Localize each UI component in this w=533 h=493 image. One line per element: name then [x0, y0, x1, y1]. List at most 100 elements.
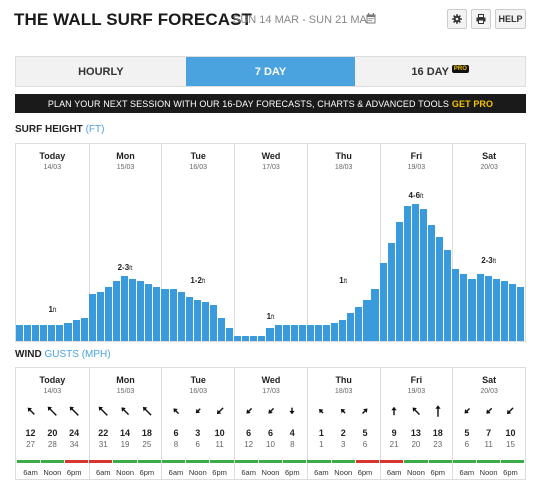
day-column: Fri 19/03 [379, 144, 453, 341]
wind-arrow-icon [246, 407, 252, 414]
tab-7-day[interactable]: 7 DAY [185, 57, 356, 86]
wind-gust: 23 [433, 440, 443, 449]
help-button[interactable]: HELP [495, 9, 526, 29]
wind-arrow-icon [173, 408, 180, 415]
wind-arrow-icon [319, 409, 324, 414]
wind-arrow-icon [142, 406, 152, 416]
day-name: Wed [261, 151, 281, 161]
time-label: 6am [386, 468, 402, 477]
surf-bar [32, 325, 40, 341]
wind-speed: 10 [214, 428, 225, 438]
surf-bar [363, 299, 371, 341]
wind-arrow-icon [121, 407, 130, 416]
day-name: Wed [261, 375, 281, 385]
surf-height-label: 2-3ft [481, 255, 497, 265]
wind-arrow-icon [464, 408, 470, 414]
wind-speed: 6 [246, 428, 252, 438]
surf-bar [24, 325, 32, 341]
surf-height-label: SURF HEIGHT [15, 124, 83, 135]
page-header: THE WALL SURF FORECAST SUN 14 MAR - SUN … [14, 8, 526, 32]
wind-gust: 6 [362, 440, 368, 449]
wind-gust: 10 [266, 440, 275, 449]
day-column: Thu 18/03 [306, 368, 380, 479]
wind-rating-bar [355, 460, 380, 463]
time-label: 6pm [139, 468, 155, 477]
settings-button[interactable] [447, 9, 467, 29]
day-name: Tue [190, 151, 206, 161]
wind-gust: 15 [506, 440, 515, 449]
tab-16-day[interactable]: 16 DAY PRO [355, 57, 525, 86]
wind-speed: 20 [47, 428, 58, 438]
wind-speed: 10 [505, 428, 516, 438]
get-pro-link[interactable]: GET PRO [451, 98, 494, 109]
time-label: 6am [23, 468, 38, 477]
day-column: Today 14/03 [16, 144, 89, 341]
surf-height-unit: (FT) [85, 124, 105, 135]
tab-7-day-label: 7 DAY [254, 65, 287, 78]
wind-speed: 18 [432, 428, 443, 438]
day-name: Mon [116, 151, 135, 161]
surf-bar [266, 328, 274, 341]
wind-gust: 21 [389, 440, 399, 449]
wind-gust: 25 [142, 440, 152, 449]
day-name: Today [39, 375, 66, 385]
wind-rating-bar [16, 460, 40, 463]
surf-height-heading: SURF HEIGHT (FT) [15, 124, 104, 135]
page-title: THE WALL SURF FORECAST [14, 10, 252, 29]
promo-banner[interactable]: PLAN YOUR NEXT SESSION WITH OUR 16-DAY F… [15, 94, 526, 113]
wind-rating-bar [64, 460, 89, 463]
wind-gust: 34 [69, 440, 79, 449]
time-label: Noon [188, 468, 207, 477]
time-label: Noon [261, 468, 280, 477]
wind-gust: 11 [484, 440, 493, 449]
surf-bar [331, 322, 339, 341]
day-column: Mon 15/03 [88, 368, 162, 479]
day-column: Thu 18/03 [306, 144, 380, 341]
tab-hourly[interactable]: HOURLY [16, 57, 186, 86]
surf-bar [72, 320, 80, 341]
wind-arrow-icon [48, 406, 58, 416]
wind-rating-bar [307, 460, 331, 463]
wind-arrow-icon [341, 408, 346, 414]
day-column: Tue 16/03 [161, 368, 234, 479]
time-label: 6pm [66, 468, 82, 477]
surf-bar [314, 325, 323, 341]
wind-speed: 3 [195, 428, 201, 438]
surf-bar [290, 325, 298, 341]
surf-bar [129, 278, 137, 341]
surf-bar [16, 325, 24, 341]
wind-rating-bar [258, 460, 283, 463]
print-button[interactable] [471, 9, 491, 29]
wind-gust: 11 [215, 440, 224, 449]
wind-arrow-icon [98, 406, 109, 416]
surf-bar [355, 307, 363, 341]
wind-gust: 12 [244, 440, 254, 449]
surf-bar [274, 325, 282, 341]
time-label: Noon [334, 468, 353, 477]
day-date: 17/03 [262, 164, 280, 171]
wind-rating-bar [137, 460, 161, 463]
wind-rating-bar [186, 460, 210, 463]
day-date: 15/03 [116, 164, 135, 171]
surf-bar [177, 291, 185, 341]
surf-height-chart: Today 14/03 Mon 15/03 Tue 16/03 Wed 17/03 Thu 18/… [15, 143, 526, 342]
wind-rating-bar [113, 460, 137, 463]
surf-bar [395, 221, 403, 341]
wind-heading: WIND GUSTS (MPH) [15, 349, 111, 360]
wind-gust: 20 [411, 440, 421, 449]
wind-speed: 24 [69, 428, 80, 438]
wind-rating-bar [331, 460, 355, 463]
calendar-icon[interactable] [366, 13, 376, 24]
day-column: Wed 17/03 [234, 368, 307, 479]
wind-rating-bar [380, 460, 404, 463]
day-date: 20/03 [480, 388, 498, 395]
wind-speed: 12 [25, 428, 36, 438]
day-date: 17/03 [262, 388, 280, 395]
wind-label: WIND [15, 349, 42, 360]
date-range: SUN 14 MAR - SUN 21 MAR [233, 14, 375, 26]
day-date: 16/03 [189, 388, 208, 395]
wind-gust: 3 [340, 440, 346, 449]
surf-bar [258, 335, 266, 341]
day-date: 18/03 [334, 164, 353, 171]
wind-speed: 6 [173, 428, 179, 438]
